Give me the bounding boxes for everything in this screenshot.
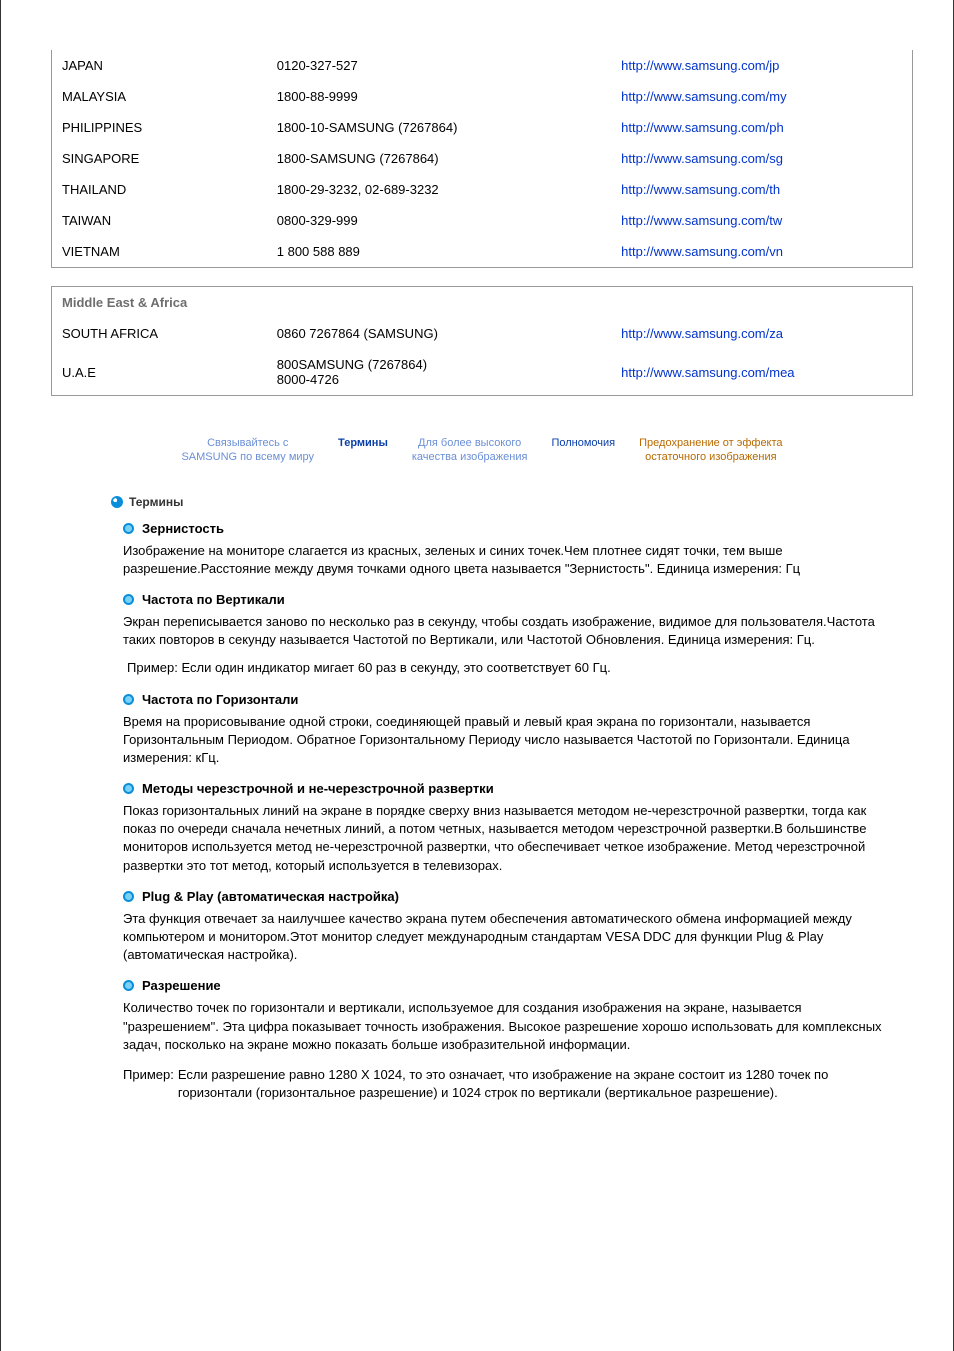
term-title: Методы черезстрочной и не-черезстрочной … xyxy=(142,781,494,796)
country-cell: SINGAPORE xyxy=(52,143,267,174)
table-row: U.A.E800SAMSUNG (7267864) 8000-4726 http:… xyxy=(52,349,913,396)
section-title-row: Термины xyxy=(111,495,913,509)
term-body: Время на прорисовывание одной строки, со… xyxy=(123,713,893,768)
table-row: JAPAN0120-327-527 http://www.samsung.com/… xyxy=(52,50,913,81)
country-cell: JAPAN xyxy=(52,50,267,81)
term-body: Эта функция отвечает за наилучшее качест… xyxy=(123,910,893,965)
table-row: SINGAPORE1800-SAMSUNG (7267864) http://ww… xyxy=(52,143,913,174)
table-row: VIETNAM1 800 588 889 http://www.samsung.c… xyxy=(52,236,913,268)
mea-header: Middle East & Africa xyxy=(52,287,913,319)
term-plugplay: Plug & Play (автоматическая настройка) Э… xyxy=(123,889,893,965)
bullet-icon xyxy=(123,891,134,902)
url-link[interactable]: http://www.samsung.com/mea xyxy=(621,365,794,380)
phone-cell: 0800-329-999 xyxy=(267,205,611,236)
term-interlace: Методы черезстрочной и не-черезстрочной … xyxy=(123,781,893,875)
tab-authority[interactable]: Полномочия xyxy=(551,436,615,465)
mea-contact-table: Middle East & Africa SOUTH AFRICA0860 72… xyxy=(51,286,913,396)
tab-contact[interactable]: Связывайтесь с SAMSUNG по всему миру xyxy=(181,436,314,465)
table-row: PHILIPPINES1800-10-SAMSUNG (7267864) http… xyxy=(52,112,913,143)
term-title: Plug & Play (автоматическая настройка) xyxy=(142,889,399,904)
table-row: THAILAND1800-29-3232, 02-689-3232 http://… xyxy=(52,174,913,205)
country-cell: THAILAND xyxy=(52,174,267,205)
url-cell: http://www.samsung.com/vn xyxy=(611,236,912,268)
term-body: Количество точек по горизонтали и вертик… xyxy=(123,999,893,1054)
section-tabs: Связывайтесь с SAMSUNG по всему миру Тер… xyxy=(51,436,913,465)
url-link[interactable]: http://www.samsung.com/my xyxy=(621,89,786,104)
bullet-icon xyxy=(123,523,134,534)
url-cell: http://www.samsung.com/ph xyxy=(611,112,912,143)
bullet-icon xyxy=(111,496,123,508)
bullet-icon xyxy=(123,783,134,794)
term-title: Частота по Горизонтали xyxy=(142,692,298,707)
term-title: Частота по Вертикали xyxy=(142,592,285,607)
country-cell: VIETNAM xyxy=(52,236,267,268)
term-dotpitch: Зернистость Изображение на мониторе слаг… xyxy=(123,521,893,578)
country-cell: TAIWAN xyxy=(52,205,267,236)
phone-cell: 0120-327-527 xyxy=(267,50,611,81)
country-cell: SOUTH AFRICA xyxy=(52,318,267,349)
term-vfreq: Частота по Вертикали Экран переписываетс… xyxy=(123,592,893,678)
page: JAPAN0120-327-527 http://www.samsung.com/… xyxy=(0,0,954,1351)
country-cell: U.A.E xyxy=(52,349,267,396)
example-lead: Пример: xyxy=(123,1066,174,1102)
term-body: Изображение на мониторе слагается из кра… xyxy=(123,542,893,578)
phone-cell: 1800-29-3232, 02-689-3232 xyxy=(267,174,611,205)
url-cell: http://www.samsung.com/sg xyxy=(611,143,912,174)
term-example: Пример: Если один индикатор мигает 60 ра… xyxy=(127,659,893,677)
section-title: Термины xyxy=(129,495,183,509)
country-cell: PHILIPPINES xyxy=(52,112,267,143)
term-example: Пример: Если разрешение равно 1280 X 102… xyxy=(123,1066,893,1102)
phone-cell: 1800-SAMSUNG (7267864) xyxy=(267,143,611,174)
table-row: SOUTH AFRICA0860 7267864 (SAMSUNG) http:/… xyxy=(52,318,913,349)
url-cell: http://www.samsung.com/mea xyxy=(611,349,912,396)
tab-quality[interactable]: Для более высокого качества изображения xyxy=(412,436,528,465)
url-cell: http://www.samsung.com/za xyxy=(611,318,912,349)
bullet-icon xyxy=(123,694,134,705)
term-body: Экран переписывается заново по несколько… xyxy=(123,613,893,649)
term-body: Показ горизонтальных линий на экране в п… xyxy=(123,802,893,875)
phone-cell: 0860 7267864 (SAMSUNG) xyxy=(267,318,611,349)
phone-cell: 1 800 588 889 xyxy=(267,236,611,268)
term-title: Разрешение xyxy=(142,978,221,993)
url-link[interactable]: http://www.samsung.com/ph xyxy=(621,120,784,135)
asia-contact-table: JAPAN0120-327-527 http://www.samsung.com/… xyxy=(51,50,913,268)
term-hfreq: Частота по Горизонтали Время на прорисов… xyxy=(123,692,893,768)
phone-cell: 800SAMSUNG (7267864) 8000-4726 xyxy=(267,349,611,396)
bullet-icon xyxy=(123,980,134,991)
tab-retention[interactable]: Предохранение от эффекта остаточного изо… xyxy=(639,436,782,465)
url-link[interactable]: http://www.samsung.com/sg xyxy=(621,151,783,166)
phone-cell: 1800-10-SAMSUNG (7267864) xyxy=(267,112,611,143)
example-text: Если разрешение равно 1280 X 1024, то эт… xyxy=(174,1066,893,1102)
term-resolution: Разрешение Количество точек по горизонта… xyxy=(123,978,893,1102)
table-row: MALAYSIA1800-88-9999 http://www.samsung.c… xyxy=(52,81,913,112)
url-cell: http://www.samsung.com/th xyxy=(611,174,912,205)
url-link[interactable]: http://www.samsung.com/za xyxy=(621,326,783,341)
country-cell: MALAYSIA xyxy=(52,81,267,112)
url-cell: http://www.samsung.com/tw xyxy=(611,205,912,236)
url-link[interactable]: http://www.samsung.com/vn xyxy=(621,244,783,259)
url-cell: http://www.samsung.com/my xyxy=(611,81,912,112)
url-link[interactable]: http://www.samsung.com/th xyxy=(621,182,780,197)
phone-cell: 1800-88-9999 xyxy=(267,81,611,112)
url-link[interactable]: http://www.samsung.com/jp xyxy=(621,58,779,73)
term-title: Зернистость xyxy=(142,521,224,536)
tab-terms[interactable]: Термины xyxy=(338,436,388,465)
table-row: TAIWAN0800-329-999 http://www.samsung.com… xyxy=(52,205,913,236)
url-cell: http://www.samsung.com/jp xyxy=(611,50,912,81)
bullet-icon xyxy=(123,594,134,605)
url-link[interactable]: http://www.samsung.com/tw xyxy=(621,213,782,228)
